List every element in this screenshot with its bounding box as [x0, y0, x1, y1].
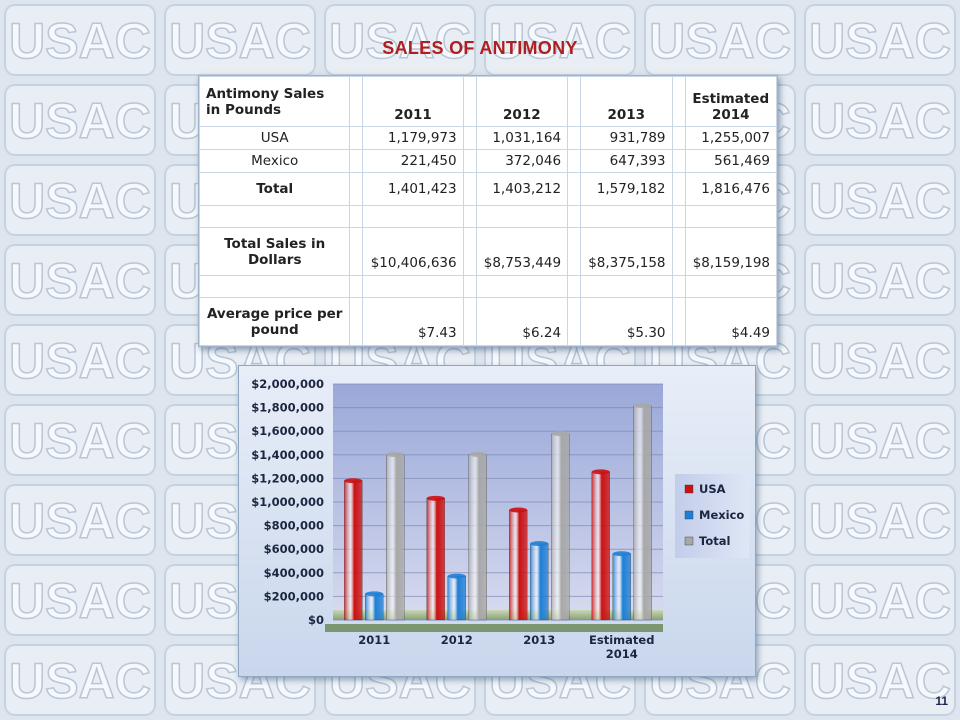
- cell: $8,375,158: [580, 227, 673, 276]
- cell: 1,255,007: [684, 126, 777, 150]
- cell: $6.24: [475, 297, 569, 346]
- y-tick-label: $800,000: [264, 519, 324, 533]
- row-label-total-sales-dollars: Total Sales in Dollars: [198, 227, 351, 276]
- bar-cap-total-0: [386, 452, 405, 458]
- col4-line1: Estimated: [692, 91, 770, 107]
- page-number: 11: [935, 694, 948, 708]
- row-label-total: Total: [198, 172, 351, 206]
- slide-title: SALES OF ANTIMONY: [382, 38, 578, 58]
- bar-cap-mexico-0: [365, 591, 384, 597]
- bar-cap-usa-1: [426, 495, 445, 501]
- bar-cap-usa-0: [344, 478, 363, 484]
- x-tick-label: Estimated: [589, 633, 654, 647]
- dollars-label-line2: Dollars: [247, 251, 302, 268]
- bar-chart-svg: $0 $200,000 $400,000 $600,000 $800,000 $1,000…: [239, 366, 755, 676]
- bar-total-0: [386, 454, 405, 621]
- cell: 1,403,212: [475, 172, 569, 206]
- col-header-2013: 2013: [580, 76, 673, 127]
- dollars-label-line1: Total Sales in: [224, 235, 326, 252]
- bar-usa-0: [344, 480, 363, 621]
- bar-usa-2: [509, 509, 528, 621]
- bar-total-3: [633, 405, 652, 621]
- cell: 931,789: [580, 126, 673, 150]
- x-tick-label: 2013: [523, 633, 555, 647]
- row-label-mexico: Mexico: [198, 149, 351, 173]
- legend-swatch-usa: [684, 484, 694, 494]
- bar-cap-mexico-2: [530, 541, 549, 547]
- header-label-line2: in Pounds: [206, 101, 282, 118]
- cell: 1,031,164: [475, 126, 569, 150]
- bar-cap-mexico-3: [612, 551, 631, 557]
- y-tick-label: $2,000,000: [251, 377, 324, 391]
- spacer-row: [198, 205, 777, 228]
- legend-label-total: Total: [699, 534, 730, 548]
- cell: 1,579,182: [580, 172, 673, 206]
- col-header-2012: 2012: [475, 76, 569, 127]
- cell: $4.49: [684, 297, 777, 346]
- bar-total-1: [468, 454, 487, 621]
- x-tick-label: 2014: [606, 647, 638, 661]
- bar-cap-mexico-1: [447, 573, 466, 579]
- table-row: USA 1,179,973 1,031,164 931,789 1,255,00…: [198, 126, 777, 150]
- header-label-line1: Antimony Sales: [206, 85, 325, 102]
- spacer-row: [198, 275, 777, 298]
- y-tick-label: $0: [308, 613, 324, 627]
- cell: $7.43: [362, 297, 464, 346]
- cell: $5.30: [580, 297, 673, 346]
- bar-usa-1: [426, 498, 445, 621]
- bar-mexico-2: [530, 543, 549, 621]
- col-header-2011: 2011: [362, 76, 464, 127]
- y-tick-label: $1,600,000: [251, 424, 324, 438]
- bar-cap-total-3: [633, 403, 652, 409]
- cell: $8,159,198: [684, 227, 777, 276]
- cell: 1,816,476: [684, 172, 777, 206]
- y-tick-label: $400,000: [264, 566, 324, 580]
- col-header-estimated-2014: Estimated 2014: [684, 76, 777, 127]
- table-header-label: Antimony Sales in Pounds: [198, 76, 351, 127]
- cell: 1,401,423: [362, 172, 464, 206]
- bar-cap-usa-2: [509, 507, 528, 513]
- bar-usa-3: [591, 471, 610, 621]
- row-label-usa: USA: [198, 126, 351, 150]
- cell: 561,469: [684, 149, 777, 173]
- cell: $10,406,636: [362, 227, 464, 276]
- bar-mexico-3: [612, 553, 631, 621]
- x-tick-label: 2011: [358, 633, 390, 647]
- y-tick-label: $600,000: [264, 542, 324, 556]
- cell: 221,450: [362, 149, 464, 173]
- x-tick-label: 2012: [441, 633, 473, 647]
- bar-cap-total-1: [468, 451, 487, 457]
- legend-label-usa: USA: [699, 482, 726, 496]
- bar-mexico-0: [365, 593, 384, 621]
- legend-label-mexico: Mexico: [699, 508, 744, 522]
- bar-total-2: [551, 433, 570, 621]
- legend-swatch-mexico: [684, 510, 694, 520]
- table-row: Mexico 221,450 372,046 647,393 561,469: [198, 149, 777, 173]
- y-tick-label: $1,800,000: [251, 401, 324, 415]
- chart-floor: [325, 624, 663, 632]
- bar-mexico-1: [447, 575, 466, 621]
- cell: $8,753,449: [475, 227, 569, 276]
- price-label-line1: Average price per: [206, 305, 343, 322]
- cell: 1,179,973: [362, 126, 464, 150]
- table-row: Total 1,401,423 1,403,212 1,579,182 1,81…: [198, 172, 777, 206]
- col4-line2: 2014: [711, 107, 750, 123]
- cell: 647,393: [580, 149, 673, 173]
- y-tick-label: $1,000,000: [251, 495, 324, 509]
- table-row: Total Sales in Dollars $10,406,636 $8,75…: [198, 227, 777, 276]
- y-tick-label: $200,000: [264, 589, 324, 603]
- legend-swatch-total: [684, 536, 694, 546]
- price-label-line2: pound: [250, 321, 299, 338]
- bar-cap-total-2: [551, 431, 570, 437]
- cell: 372,046: [475, 149, 569, 173]
- antimony-sales-chart: $0 $200,000 $400,000 $600,000 $800,000 $1,000…: [238, 365, 756, 677]
- y-tick-label: $1,400,000: [251, 448, 324, 462]
- row-label-average-price: Average price per pound: [198, 297, 351, 346]
- y-tick-label: $1,200,000: [251, 471, 324, 485]
- table-row: Average price per pound $7.43 $6.24 $5.3…: [198, 297, 777, 346]
- bar-cap-usa-3: [591, 469, 610, 475]
- antimony-sales-table: Antimony Sales in Pounds 2011 2012 2013 …: [198, 75, 778, 347]
